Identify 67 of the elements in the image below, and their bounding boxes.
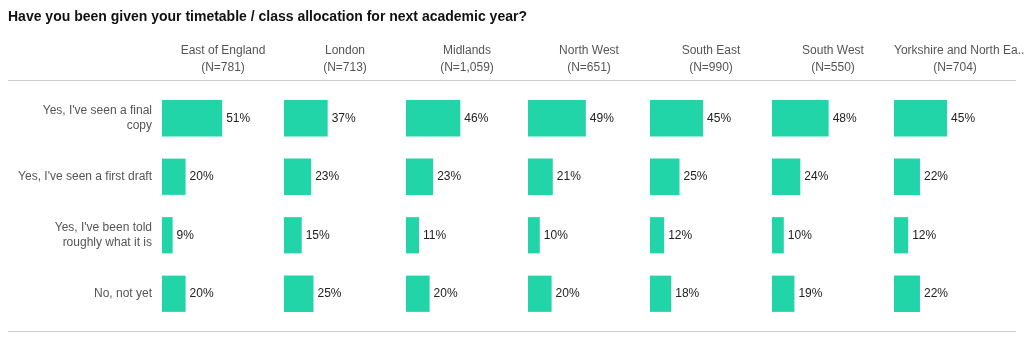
data-label: 37% <box>331 110 357 125</box>
data-label: 20% <box>189 286 214 301</box>
bar <box>406 217 419 254</box>
chart-title: East of England <box>179 42 267 59</box>
bar <box>528 217 540 254</box>
chart-title: Midlands <box>442 42 492 59</box>
data-label: 20% <box>189 169 214 184</box>
chart-subtitle: (N=651) <box>566 59 612 76</box>
chart-subtitle: (N=713) <box>322 59 368 76</box>
text: Have you been given your timetable / class allocation for next academic year? <box>8 8 528 24</box>
chart-title: South East <box>680 42 742 59</box>
bar <box>406 158 434 195</box>
bar <box>284 158 312 195</box>
data-label: 22% <box>923 169 949 184</box>
chart-subtitle: (N=704) <box>932 59 978 76</box>
data-label: 12% <box>912 227 937 242</box>
data-label: 23% <box>437 169 462 184</box>
data-label: 9% <box>176 227 195 242</box>
chart-title: North West <box>558 42 620 59</box>
chart-title: South West <box>801 42 865 59</box>
data-label: 20% <box>555 286 580 301</box>
chart-subtitle: (N=990) <box>688 59 734 76</box>
y-tick-label: Yes, I've seen a final copy <box>42 103 152 133</box>
bar <box>772 100 829 137</box>
y-tick-label: Yes, I've seen a first draft <box>18 169 153 184</box>
bar <box>772 275 795 312</box>
bar <box>284 100 328 137</box>
data-label: 45% <box>707 110 732 125</box>
data-label: 10% <box>787 227 813 242</box>
bar <box>284 275 314 312</box>
data-label: 49% <box>589 110 615 125</box>
bar <box>406 100 461 137</box>
bar <box>772 158 801 195</box>
data-label: 48% <box>832 110 857 125</box>
data-label: 22% <box>923 286 949 301</box>
bar <box>528 275 552 312</box>
chart-title: Yorkshire and North Ea.. <box>894 42 1024 59</box>
data-label: 24% <box>804 169 829 184</box>
data-label: 15% <box>305 227 331 242</box>
data-label: 51% <box>226 110 251 125</box>
bar <box>772 217 784 254</box>
data-label: 10% <box>543 227 569 242</box>
data-label: 25% <box>317 286 342 301</box>
data-label: 18% <box>675 286 700 301</box>
chart-subtitle: (N=781) <box>200 59 246 76</box>
data-label: 45% <box>951 110 976 125</box>
data-label: 23% <box>315 169 340 184</box>
data-label: 12% <box>668 227 693 242</box>
bar <box>650 100 704 137</box>
bar <box>650 158 680 195</box>
data-label: 25% <box>683 169 708 184</box>
bar <box>650 275 672 312</box>
data-label: 19% <box>798 286 823 301</box>
bar <box>528 158 553 195</box>
chart-title: London <box>323 42 366 59</box>
data-label: 21% <box>556 169 582 184</box>
data-label: 46% <box>464 110 489 125</box>
bar <box>650 217 665 254</box>
bar <box>406 275 430 312</box>
chart-subtitle: (N=550) <box>810 59 856 76</box>
chart-subtitle: (N=1,059) <box>439 59 495 76</box>
bar <box>284 217 302 254</box>
data-label: 20% <box>433 286 458 301</box>
y-tick-label: Yes, I've been told roughly what it is <box>54 220 152 250</box>
y-tick-label: No, not yet <box>93 286 153 301</box>
data-label: 11% <box>422 227 447 242</box>
bar <box>528 100 586 137</box>
